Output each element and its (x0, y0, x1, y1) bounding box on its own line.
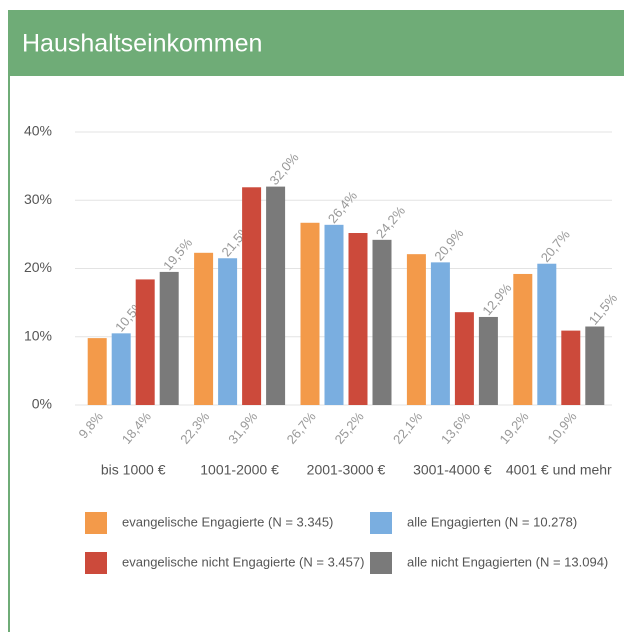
value-label: 25,2% (332, 409, 367, 447)
x-tick-label: 2001-3000 € (307, 462, 386, 478)
value-label: 11,5% (586, 290, 621, 327)
x-tick-label: 4001 € und mehr (506, 462, 612, 478)
bar (513, 273, 533, 405)
bar (159, 271, 179, 405)
bar (372, 239, 392, 405)
chart-title: Haushaltseinkommen (22, 30, 262, 58)
bar (194, 252, 214, 405)
legend-swatch (370, 552, 392, 574)
value-label: 24,2% (373, 203, 408, 241)
value-label: 9,8% (75, 409, 106, 442)
left-border (8, 76, 10, 632)
value-label: 31,9% (225, 409, 260, 447)
value-label: 10,9% (544, 409, 579, 447)
bar (135, 279, 155, 405)
bar (242, 187, 262, 405)
legend-label: evangelische nicht Engagierte (N = 3.457… (122, 554, 364, 569)
legend-swatch (85, 552, 107, 574)
bar (561, 330, 581, 405)
bar (478, 316, 498, 405)
y-tick-label: 0% (32, 396, 52, 412)
value-label: 12,9% (479, 280, 514, 318)
value-label: 22,1% (390, 409, 425, 447)
bar (348, 233, 368, 405)
value-label: 18,4% (119, 409, 154, 447)
y-tick-label: 20% (24, 259, 52, 275)
x-tick-label: bis 1000 € (101, 462, 166, 478)
value-label: 22,3% (177, 409, 212, 447)
bar (537, 263, 557, 405)
value-label: 32,0% (266, 150, 301, 188)
bar (324, 224, 344, 405)
value-label: 19,2% (496, 409, 531, 447)
x-tick-label: 3001-4000 € (413, 462, 492, 478)
value-label: 26,7% (284, 409, 319, 447)
y-tick-label: 10% (24, 327, 52, 343)
bar (454, 312, 474, 405)
legend-label: evangelische Engagierte (N = 3.345) (122, 514, 333, 529)
bar (266, 186, 286, 405)
header-bar (8, 10, 624, 76)
bar (430, 262, 450, 405)
bar (111, 333, 131, 405)
bar (585, 326, 605, 405)
value-label: 19,5% (160, 235, 195, 273)
value-label: 20,7% (538, 227, 573, 265)
x-tick-label: 1001-2000 € (200, 462, 279, 478)
y-tick-label: 30% (24, 191, 52, 207)
value-label: 13,6% (438, 409, 473, 447)
bar (406, 254, 426, 405)
legend-label: alle Engagierten (N = 10.278) (407, 514, 577, 529)
legend-swatch (370, 512, 392, 534)
bar (300, 222, 320, 405)
value-label: 20,9% (431, 225, 466, 263)
legend-label: alle nicht Engagierten (N = 13.094) (407, 554, 608, 569)
bar (87, 338, 107, 405)
legend-swatch (85, 512, 107, 534)
value-label: 26,4% (325, 188, 360, 226)
y-tick-label: 40% (24, 123, 52, 139)
bar (218, 258, 238, 405)
